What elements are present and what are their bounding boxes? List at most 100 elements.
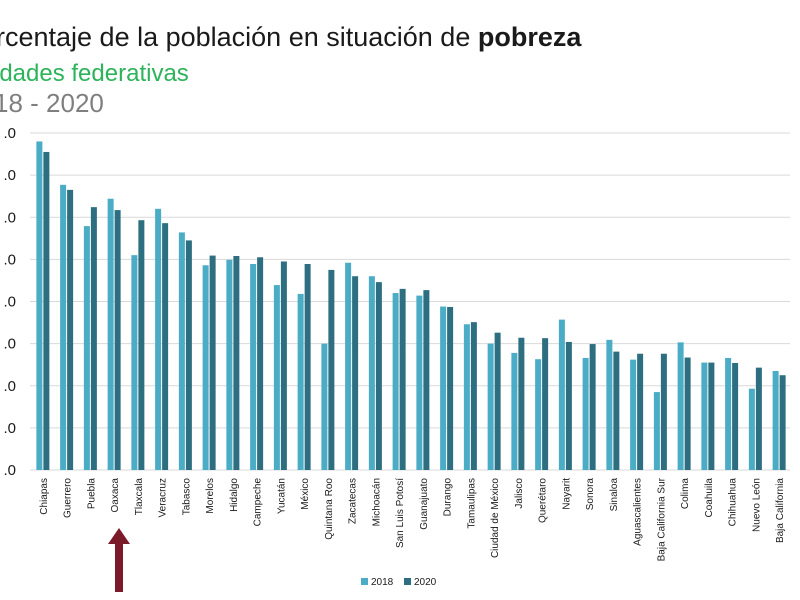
bar-2020 bbox=[755, 367, 762, 470]
bar-2020 bbox=[328, 269, 335, 470]
bar-2020 bbox=[518, 337, 525, 470]
x-tick-label: Campeche bbox=[253, 478, 264, 527]
bar-2020 bbox=[708, 362, 715, 470]
x-tick-label: Coahuila bbox=[704, 478, 715, 518]
x-tick-label: Ciudad de México bbox=[490, 478, 501, 558]
bar-2020 bbox=[542, 338, 549, 470]
bar-2018 bbox=[725, 357, 732, 470]
bar-2020 bbox=[67, 189, 74, 470]
x-tick-label: San Luis Potosí bbox=[395, 478, 406, 548]
bar-2018 bbox=[297, 293, 304, 470]
bar-2018 bbox=[36, 141, 43, 471]
bar-2018 bbox=[155, 208, 162, 470]
arrow-up-icon bbox=[108, 528, 130, 592]
x-tick-label: Veracruz bbox=[158, 478, 169, 517]
x-tick-label: Zacatecas bbox=[348, 478, 359, 524]
bar-2018 bbox=[463, 324, 470, 470]
bar-2020 bbox=[399, 288, 406, 470]
bar-2020 bbox=[233, 256, 240, 470]
y-tick-label: .0 bbox=[3, 251, 16, 268]
chart-subtitle: idades federativas bbox=[0, 60, 189, 87]
chart-years: 18 - 2020 bbox=[0, 88, 104, 118]
bar-2018 bbox=[321, 343, 328, 470]
x-tick-label: Tamaulipas bbox=[466, 478, 477, 529]
bar-2018 bbox=[653, 392, 660, 470]
bar-2018 bbox=[178, 232, 185, 470]
chart-title: rcentaje de la población en situación de… bbox=[0, 22, 581, 53]
bar-2020 bbox=[613, 351, 620, 470]
x-tick-label: Morelos bbox=[205, 478, 216, 514]
bar-2020 bbox=[43, 151, 50, 471]
y-tick-label: .0 bbox=[3, 378, 16, 395]
bar-2020 bbox=[257, 257, 264, 470]
x-tick-label: Yucatán bbox=[276, 478, 287, 514]
y-tick-label: .0 bbox=[3, 420, 16, 437]
x-tick-label: Hidalgo bbox=[229, 478, 240, 512]
legend-label-2018: 2018 bbox=[371, 577, 394, 588]
bar-2020 bbox=[589, 344, 596, 470]
y-tick-label: .0 bbox=[3, 462, 16, 479]
bar-2020 bbox=[162, 223, 169, 470]
bar-2020 bbox=[732, 363, 739, 470]
legend-swatch-2020 bbox=[404, 578, 411, 585]
y-tick-label: .0 bbox=[3, 209, 16, 226]
bar-2020 bbox=[684, 357, 691, 470]
bar-2020 bbox=[114, 210, 121, 470]
bar-2018 bbox=[606, 339, 613, 470]
x-tick-label: Tlaxcala bbox=[134, 478, 145, 516]
title-bold-word: pobreza bbox=[477, 22, 582, 52]
bar-2020 bbox=[779, 375, 786, 470]
bar-2018 bbox=[107, 198, 114, 470]
bar-2018 bbox=[60, 184, 67, 470]
bar-2018 bbox=[416, 295, 423, 470]
bar-2018 bbox=[131, 255, 138, 470]
bar-2018 bbox=[558, 319, 565, 470]
title-prefix: rcentaje de la población en situación de bbox=[0, 22, 478, 52]
bar-2020 bbox=[494, 332, 501, 470]
x-tick-label: Durango bbox=[443, 478, 454, 517]
x-tick-label: Baja California bbox=[775, 478, 786, 543]
bar-2020 bbox=[423, 290, 430, 470]
y-tick-label: .0 bbox=[3, 167, 16, 184]
bar-2020 bbox=[565, 341, 572, 470]
bar-2020 bbox=[138, 220, 145, 470]
x-tick-label: Guanajuato bbox=[419, 478, 430, 530]
x-tick-label: Sinaloa bbox=[609, 478, 620, 512]
x-tick-label: Chihuahua bbox=[728, 478, 739, 527]
bar-2020 bbox=[660, 353, 667, 470]
bar-2020 bbox=[352, 276, 359, 470]
bar-2020 bbox=[470, 322, 477, 470]
legend-swatch-2018 bbox=[361, 578, 368, 585]
x-tick-label: Jalisco bbox=[514, 478, 525, 509]
x-tick-label: Quintana Roo bbox=[324, 478, 335, 540]
x-tick-label: Chiapas bbox=[39, 478, 50, 515]
y-tick-label: .0 bbox=[3, 125, 16, 142]
bar-2018 bbox=[273, 285, 280, 470]
bar-2018 bbox=[701, 362, 708, 470]
bar-2020 bbox=[209, 255, 216, 470]
x-tick-label: Puebla bbox=[86, 478, 97, 510]
x-tick-label: Tabasco bbox=[181, 478, 192, 516]
x-tick-label: Aguascalientes bbox=[633, 478, 644, 546]
bar-2018 bbox=[345, 262, 352, 470]
bar-2018 bbox=[202, 265, 209, 470]
bar-2020 bbox=[375, 282, 382, 470]
bar-2020 bbox=[637, 353, 644, 470]
bar-2018 bbox=[677, 342, 684, 470]
bar-2018 bbox=[392, 293, 399, 470]
bar-2020 bbox=[90, 207, 97, 470]
bar-2018 bbox=[83, 226, 90, 470]
x-tick-label: Baja California Sur bbox=[656, 477, 667, 561]
bar-2018 bbox=[250, 264, 257, 470]
x-tick-label: Colima bbox=[680, 478, 691, 510]
bar-2018 bbox=[487, 343, 494, 470]
bar-2018 bbox=[368, 276, 375, 470]
x-tick-label: Sonora bbox=[585, 478, 596, 511]
x-tick-label: Michoacán bbox=[371, 478, 382, 526]
bar-2020 bbox=[185, 240, 192, 470]
x-tick-label: Guerrero bbox=[63, 478, 74, 518]
y-tick-label: .0 bbox=[3, 294, 16, 311]
bar-2018 bbox=[630, 359, 637, 470]
bar-2020 bbox=[280, 261, 287, 470]
